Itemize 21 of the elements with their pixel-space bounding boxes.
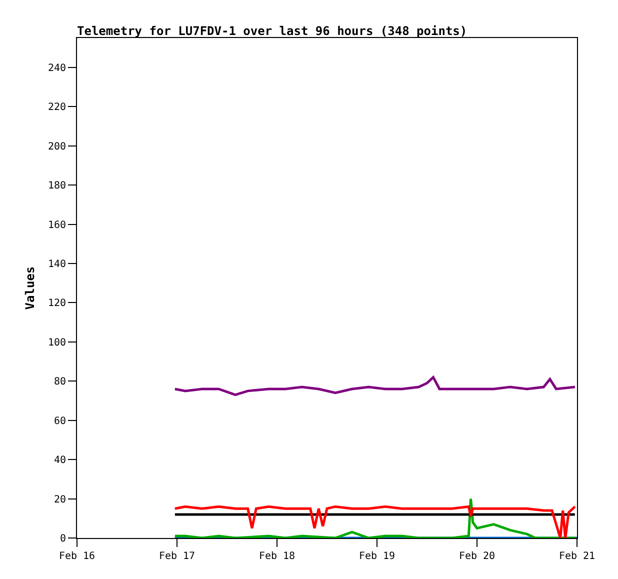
x-tick-label: Feb 17 [158,551,196,562]
y-tick-label: 160 [48,220,66,231]
y-tick-label: 200 [48,141,66,152]
y-tick-label: 100 [48,337,66,348]
y-tick-label: 240 [48,62,66,74]
y-tick-label: 60 [54,416,66,427]
y-tick-label: 20 [54,494,66,506]
chart-title: Telemetry for LU7FDV-1 over last 96 hours (348 points) [77,24,468,38]
x-tick-label: Feb 18 [258,551,296,562]
y-tick-label: 180 [48,180,66,192]
y-tick-label: 0 [60,534,66,544]
y-tick-label: 120 [48,298,66,310]
x-tick-label: Feb 20 [458,551,496,562]
y-tick-label: 140 [48,258,66,270]
y-tick-label: 220 [48,102,66,114]
y-axis-title: Values [23,266,38,310]
x-tick-label: Feb 16 [58,551,96,562]
x-tick-label: Feb 21 [558,551,596,562]
x-tick-label: Feb 19 [358,551,396,562]
y-tick-label: 40 [54,455,66,466]
y-tick-label: 80 [54,376,66,388]
